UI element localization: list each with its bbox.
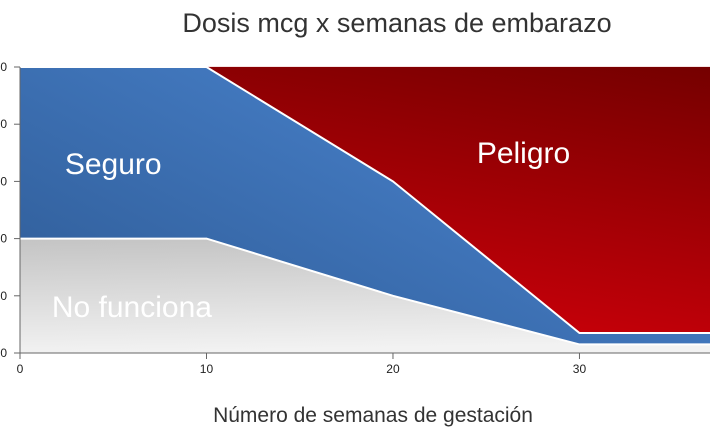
y-tick-label-3: 0 <box>0 174 7 188</box>
region-labels: No funciona Seguro Peligro <box>52 137 570 324</box>
boundary-lines <box>20 66 710 346</box>
y-tick-label-1: 0 <box>0 289 7 303</box>
area-seguro <box>20 67 710 345</box>
region-label-2: Peligro <box>477 137 570 170</box>
y-tick-label-2: 0 <box>0 232 7 246</box>
x-axis-label: Número de semanas de gestación <box>213 404 533 427</box>
x-tick-label-0: 0 <box>17 362 24 376</box>
plot-areas <box>20 67 710 353</box>
region-label-1: Seguro <box>65 148 162 181</box>
boundary-line-1 <box>20 66 710 334</box>
area-no-funciona <box>20 238 710 353</box>
region-label-0: No funciona <box>52 291 212 324</box>
x-tick-label-1: 10 <box>200 362 214 376</box>
y-tick-label-4: 0 <box>0 117 7 131</box>
y-tick-label-0: 0 <box>0 346 7 360</box>
boundary-line-0 <box>20 237 710 346</box>
chart-title: Dosis mcg x semanas de embarazo <box>182 8 611 38</box>
x-tick-label-3: 30 <box>573 362 587 376</box>
y-tick-label-5: 0 <box>0 60 7 74</box>
x-tick-label-2: 20 <box>386 362 400 376</box>
